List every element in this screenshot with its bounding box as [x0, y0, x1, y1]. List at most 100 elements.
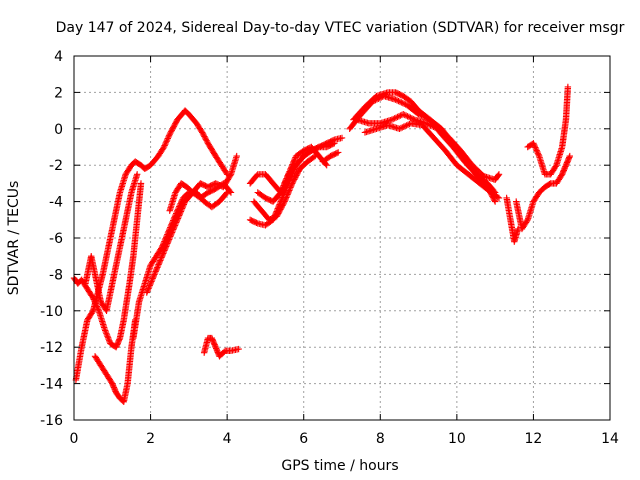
data-point: [103, 330, 110, 337]
data-point: [163, 241, 170, 249]
data-series: [250, 152, 319, 223]
data-point: [388, 116, 395, 123]
data-point: [532, 144, 539, 151]
data-series: [70, 180, 145, 351]
data-series: [82, 171, 141, 314]
data-point: [491, 198, 499, 205]
data-point: [167, 233, 174, 240]
data-point: [200, 131, 207, 139]
data-point: [152, 268, 159, 275]
data-point: [310, 153, 318, 161]
data-point: [530, 140, 537, 147]
data-point: [334, 149, 342, 156]
x-tick-label: 10: [448, 431, 466, 447]
data-point: [170, 225, 178, 232]
data-point: [103, 331, 111, 339]
data-point: [530, 141, 538, 148]
x-tick-label: 4: [223, 431, 232, 447]
data-point: [151, 269, 159, 277]
x-tick-label: 14: [601, 431, 619, 447]
data-point: [495, 171, 503, 178]
data-point: [523, 217, 531, 225]
data-point: [170, 226, 177, 233]
data-point: [287, 184, 294, 191]
chart-title: Day 147 of 2024, Sidereal Day-to-day VTE…: [56, 20, 625, 36]
data-point: [284, 173, 291, 181]
data-point: [534, 148, 541, 156]
data-series: [200, 334, 242, 360]
data-point: [227, 172, 234, 179]
data-point: [404, 121, 412, 128]
data-point: [161, 247, 168, 254]
data-point: [535, 151, 542, 158]
data-point: [401, 100, 408, 107]
data-point: [155, 261, 162, 268]
data-point: [169, 227, 176, 235]
data-point: [160, 250, 167, 257]
data-point: [416, 111, 424, 119]
data-point: [156, 258, 163, 265]
data-point: [157, 255, 165, 263]
data-point: [102, 327, 109, 334]
data-point: [282, 176, 290, 184]
data-point: [284, 191, 291, 198]
data-point: [405, 113, 413, 121]
data-point: [329, 140, 337, 148]
data-point: [393, 97, 401, 104]
data-point: [338, 134, 346, 142]
x-tick-label: 0: [70, 431, 79, 447]
data-point: [395, 97, 402, 105]
data-point: [150, 272, 158, 279]
data-point: [147, 279, 155, 286]
data-point: [201, 133, 208, 140]
data-point: [391, 115, 398, 122]
data-point: [397, 124, 405, 132]
data-point: [427, 122, 434, 129]
y-tick-label: -4: [49, 195, 63, 211]
data-point: [421, 113, 428, 121]
data-point: [279, 185, 286, 192]
data-series: [513, 152, 573, 233]
data-point: [146, 282, 153, 289]
data-point: [422, 114, 429, 121]
data-point: [285, 188, 292, 195]
data-point: [172, 220, 179, 228]
data-point: [174, 216, 181, 223]
data-point: [431, 124, 439, 131]
y-tick-label: 0: [54, 122, 63, 138]
data-point: [159, 145, 167, 152]
data-point: [495, 172, 502, 179]
data-point: [323, 162, 330, 169]
data-series: [319, 149, 342, 165]
data-point: [152, 267, 160, 274]
data-point: [494, 193, 501, 201]
data-point: [160, 143, 168, 151]
data-point: [180, 202, 187, 209]
data-point: [159, 251, 166, 258]
data-point: [144, 286, 152, 293]
data-point: [397, 112, 404, 119]
data-point: [282, 195, 289, 202]
y-tick-label: -2: [49, 158, 63, 174]
data-point: [331, 140, 338, 147]
data-point: [404, 113, 411, 120]
x-tick-label: 6: [299, 431, 308, 447]
data-point: [283, 175, 290, 182]
data-point: [291, 157, 298, 164]
data-point: [201, 134, 209, 142]
data-point: [171, 223, 178, 230]
data-point: [392, 114, 400, 121]
data-point: [369, 98, 376, 105]
data-point: [175, 212, 183, 219]
data-point: [150, 274, 157, 281]
data-point: [566, 152, 573, 160]
data-point: [168, 229, 176, 236]
data-series: [72, 107, 231, 384]
data-point: [165, 237, 172, 244]
data-series: [91, 316, 139, 405]
y-tick-label: -16: [40, 413, 63, 429]
data-point: [161, 246, 169, 253]
data-point: [155, 260, 163, 267]
data-point: [378, 94, 385, 101]
y-tick-label: -10: [40, 304, 63, 320]
